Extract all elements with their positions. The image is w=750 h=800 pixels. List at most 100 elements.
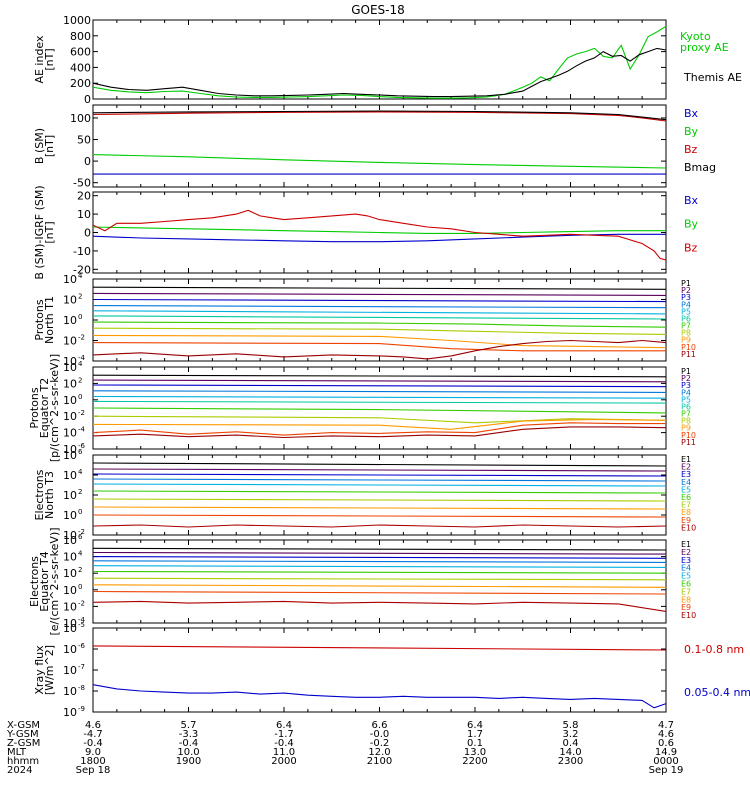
y-axis-label: [W/m^2] <box>43 645 56 695</box>
series-line-e9 <box>92 514 667 518</box>
ephemeris-row-label: X-GSM <box>7 720 40 731</box>
y-tick-label: 10 <box>63 685 77 698</box>
y-tick-exponent: 2 <box>78 293 82 301</box>
y-tick-label: 10 <box>63 622 77 635</box>
series-line-e6 <box>92 570 667 574</box>
legend-label: Kyoto <box>680 30 711 43</box>
panel-frame <box>92 104 667 188</box>
ephemeris-value: 14.9 <box>655 747 677 758</box>
ephemeris-value: 5.7 <box>181 720 197 731</box>
ephemeris-value: -1.7 <box>274 729 294 740</box>
y-tick-label: -20 <box>73 263 91 276</box>
series-line-by <box>92 226 666 234</box>
series-line-p11 <box>92 426 667 439</box>
ephemeris-value: Sep 18 <box>76 765 111 776</box>
ephemeris-value: 4.6 <box>658 729 674 740</box>
series-line-e1 <box>92 547 667 551</box>
series-line-e8 <box>92 506 667 510</box>
y-tick-exponent: -2 <box>78 409 85 417</box>
y-tick-exponent: -2 <box>78 599 85 607</box>
legend-label: E4 <box>681 564 691 573</box>
legend-label: P11 <box>681 350 696 359</box>
y-tick-exponent: -7 <box>78 663 85 671</box>
ephemeris-value: 2300 <box>558 756 583 767</box>
y-tick-label: 10 <box>63 529 77 542</box>
legend-label: P9 <box>681 424 691 433</box>
ephemeris-value: 6.4 <box>276 720 292 731</box>
ephemeris-value: -0.2 <box>370 738 390 749</box>
legend-label: E10 <box>681 611 696 620</box>
legend-label: P8 <box>681 329 691 338</box>
series-line-p8 <box>92 327 667 335</box>
y-tick-label: 10 <box>63 664 77 677</box>
legend-label: P5 <box>681 395 691 404</box>
legend-label: E6 <box>681 493 691 502</box>
series-line-p11 <box>92 339 667 360</box>
legend-label: E7 <box>681 587 691 596</box>
y-tick-exponent: -6 <box>78 442 86 450</box>
series-line-e3 <box>92 473 667 477</box>
y-axis-label: [e/(cm^2-s-sr-keV)] <box>48 527 61 635</box>
ephemeris-value: -0.4 <box>83 738 103 749</box>
y-tick-label: 400 <box>70 61 91 74</box>
legend-label: Bz <box>684 241 698 254</box>
y-tick-label: 10 <box>63 314 77 327</box>
legend-label: Bx <box>684 107 699 120</box>
series-line-p1 <box>92 374 667 378</box>
y-axis-label: Protons <box>33 299 46 340</box>
legend-label: P3 <box>681 293 691 302</box>
y-tick-label: 10 <box>63 600 77 613</box>
y-tick-label: 10 <box>77 208 91 221</box>
legend-label: E10 <box>681 523 696 532</box>
y-tick-label: 10 <box>63 706 77 719</box>
y-tick-label: 10 <box>63 335 77 348</box>
y-tick-exponent: -8 <box>78 684 85 692</box>
series-line-e4 <box>92 560 667 563</box>
y-axis-label: Equator T2 <box>38 378 51 438</box>
series-line-p7 <box>92 407 667 414</box>
ephemeris-value: 0.4 <box>563 738 579 749</box>
ephemeris-value: -0.4 <box>179 738 199 749</box>
series-line-p7 <box>92 321 667 328</box>
y-tick-label: 0 <box>84 93 91 106</box>
y-axis-label: Electrons <box>28 556 41 607</box>
series-line-bz <box>92 111 667 122</box>
y-tick-exponent: 4 <box>78 550 83 558</box>
legend-label: P4 <box>681 300 691 309</box>
ephemeris-value: 4.6 <box>85 720 101 731</box>
legend: Bx By Bz Bmag <box>684 107 716 174</box>
legend-label: 0.05-0.4 nm <box>684 686 750 699</box>
legend-label: P1 <box>681 279 691 288</box>
ephemeris-row-label: Y-GSM <box>6 729 39 740</box>
legend-label: Themis AE <box>683 71 742 84</box>
panel-frame <box>92 454 667 536</box>
y-tick-label: 10 <box>63 361 77 374</box>
series-line-e1 <box>92 462 667 467</box>
series-line-e8 <box>92 584 667 588</box>
series-line-0-1-0-8-nm <box>92 645 667 651</box>
legend-label: Bz <box>684 143 698 156</box>
ephemeris-value: -0.0 <box>370 729 390 740</box>
y-tick-label: 10 <box>63 410 77 423</box>
y-tick-exponent: 0 <box>78 583 82 591</box>
legend-label: E8 <box>681 595 691 604</box>
series-line-bx <box>92 233 666 243</box>
legend-label: P7 <box>681 410 691 419</box>
legend-label: By <box>684 125 699 138</box>
y-tick-exponent: -4 <box>78 426 86 434</box>
ephemeris-value: 9.0 <box>85 747 101 758</box>
y-tick-label: 10 <box>63 394 77 407</box>
y-tick-label: 50 <box>77 134 91 147</box>
series-line-p4 <box>92 305 667 309</box>
legend-label: E3 <box>681 556 691 565</box>
y-tick-label: 10 <box>63 469 77 482</box>
series-line-0-05-0-4-nm <box>92 684 667 709</box>
y-tick-exponent: -5 <box>78 621 85 629</box>
legend-label: P7 <box>681 322 691 331</box>
y-tick-exponent: 2 <box>78 566 82 574</box>
